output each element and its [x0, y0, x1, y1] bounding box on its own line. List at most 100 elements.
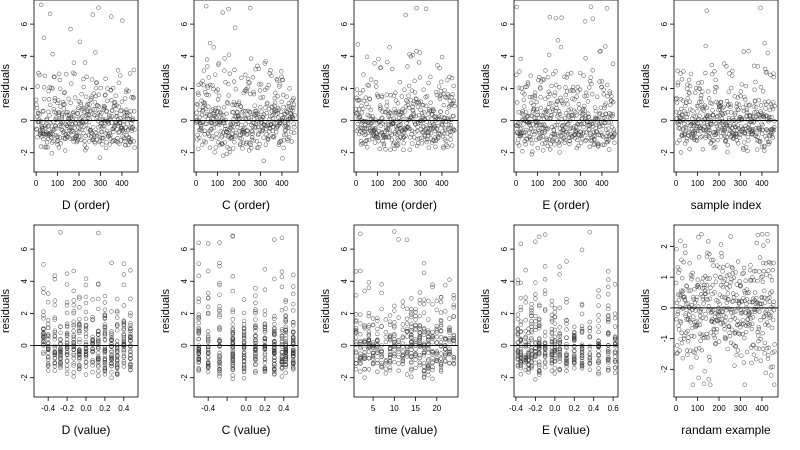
data-point [606, 314, 611, 319]
data-point [74, 138, 80, 144]
data-point [685, 95, 690, 101]
data-point [262, 326, 268, 331]
data-point [752, 87, 757, 92]
data-point [128, 323, 133, 328]
data-point [438, 367, 444, 373]
data-point [523, 359, 528, 364]
data-point [771, 125, 777, 130]
data-point [426, 366, 431, 371]
data-point [590, 121, 596, 127]
data-point [574, 127, 580, 133]
data-point [747, 102, 752, 107]
data-point [74, 117, 79, 122]
data-point [736, 107, 741, 113]
data-point [597, 132, 603, 138]
data-point [258, 104, 263, 110]
data-point [529, 347, 534, 353]
data-point [426, 372, 431, 378]
data-point [703, 43, 708, 49]
data-point [78, 115, 84, 120]
data-point [272, 326, 277, 331]
data-point [211, 125, 217, 131]
data-point [719, 254, 725, 259]
data-point [104, 108, 109, 114]
data-point [679, 340, 685, 346]
data-point [241, 310, 247, 316]
data-point [253, 311, 258, 316]
data-point [131, 67, 137, 73]
data-point [96, 5, 101, 10]
data-point [90, 12, 95, 17]
x-tick-label: 0 [514, 179, 519, 188]
data-point [434, 356, 439, 361]
data-point [579, 353, 585, 358]
data-point [583, 138, 588, 144]
data-point [596, 303, 601, 308]
data-point [64, 333, 70, 338]
data-point [676, 292, 681, 297]
data-point [241, 375, 247, 381]
data-point [687, 146, 692, 152]
data-point [41, 109, 46, 114]
data-point [564, 352, 569, 357]
data-point [596, 360, 601, 366]
data-point [51, 106, 56, 112]
data-point [729, 85, 734, 91]
data-point [283, 364, 288, 370]
data-point [413, 309, 418, 315]
x-tick-label: 0.2 [99, 404, 111, 413]
data-point [708, 141, 713, 146]
data-point [598, 48, 603, 54]
data-point [442, 88, 447, 93]
data-point [102, 300, 108, 305]
data-point [400, 361, 406, 367]
data-point [597, 49, 602, 54]
data-point [388, 147, 393, 152]
data-point [392, 359, 397, 365]
data-point [587, 85, 592, 90]
data-point [253, 328, 258, 334]
data-point [552, 327, 558, 333]
data-point [438, 328, 444, 334]
data-point [64, 324, 70, 330]
data-point [48, 120, 54, 126]
y-axis-title: residuals [480, 63, 492, 108]
y-axis-title: residuals [320, 288, 332, 333]
data-point [396, 361, 401, 366]
data-point [77, 337, 82, 342]
data-point [417, 136, 422, 141]
data-point [126, 136, 132, 141]
data-point [217, 367, 222, 372]
data-point [391, 121, 396, 126]
data-point [675, 82, 681, 88]
data-point [392, 131, 398, 137]
y-tick-label: 2 [660, 86, 669, 91]
data-point [100, 142, 105, 147]
data-point [71, 356, 76, 361]
data-point [217, 361, 222, 367]
y-tick-label: 6 [180, 21, 189, 26]
data-point [556, 112, 561, 117]
data-point [386, 135, 392, 140]
data-point [248, 56, 254, 61]
data-point [721, 128, 727, 134]
data-point [413, 113, 418, 119]
data-point [416, 60, 422, 65]
data-point [769, 104, 774, 109]
data-point [366, 310, 372, 316]
data-point [674, 351, 679, 357]
data-point [203, 106, 209, 112]
data-point [534, 99, 539, 105]
data-point [441, 146, 446, 151]
data-point [715, 131, 720, 136]
data-point [128, 356, 133, 361]
data-point [557, 356, 562, 361]
data-point [122, 136, 127, 142]
data-point [292, 113, 297, 118]
data-point [33, 97, 39, 103]
data-point [612, 140, 617, 146]
data-point [557, 264, 562, 269]
data-point [596, 294, 601, 299]
x-tick-label: 0 [354, 179, 359, 188]
